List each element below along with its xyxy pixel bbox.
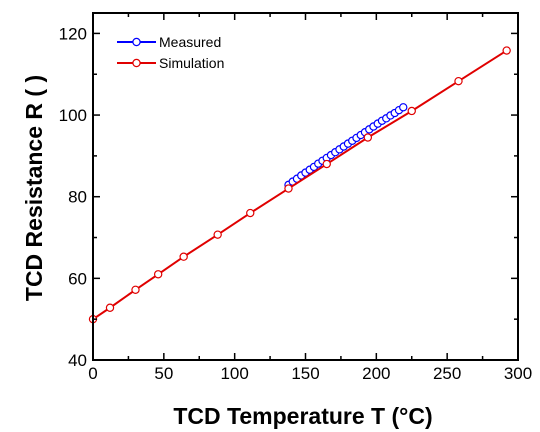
legend-marker bbox=[132, 58, 141, 68]
y-tick-label: 80 bbox=[68, 188, 87, 207]
data-point bbox=[213, 230, 222, 239]
data-point bbox=[246, 208, 255, 218]
legend: Measured Simulation bbox=[117, 34, 224, 71]
x-tick-label: 200 bbox=[362, 364, 390, 383]
y-tick-label: 100 bbox=[59, 106, 87, 125]
series-line bbox=[92, 49, 508, 321]
data-point bbox=[284, 184, 293, 193]
x-tick-label: 150 bbox=[291, 364, 319, 383]
data-point bbox=[399, 103, 408, 112]
legend-label: Simulation bbox=[159, 55, 224, 71]
x-tick-label: 250 bbox=[433, 364, 461, 383]
series-measured bbox=[284, 103, 408, 190]
plot-frame bbox=[92, 12, 519, 361]
y-tick-label: 40 bbox=[68, 351, 87, 370]
data-point bbox=[153, 270, 163, 279]
data-point bbox=[105, 303, 115, 312]
axis-ticks: 0 50 100 150 200 250 300 40 60 80 100 120 bbox=[59, 13, 532, 383]
data-point bbox=[322, 159, 331, 169]
data-point bbox=[363, 133, 373, 142]
data-point bbox=[502, 46, 511, 55]
data-point bbox=[407, 106, 416, 116]
data-point bbox=[454, 76, 463, 86]
x-tick-label: 100 bbox=[220, 364, 248, 383]
data-marks bbox=[88, 46, 511, 324]
y-tick-label: 60 bbox=[68, 269, 87, 288]
legend-marker bbox=[132, 37, 141, 47]
x-tick-label: 300 bbox=[504, 364, 532, 383]
data-point bbox=[131, 285, 140, 294]
y-axis-title: TCD Resistance R ( ) bbox=[21, 75, 47, 301]
series-simulation bbox=[88, 46, 511, 324]
x-axis-title: TCD Temperature T (°C) bbox=[173, 403, 432, 429]
y-tick-label: 120 bbox=[59, 24, 87, 43]
x-tick-label: 50 bbox=[154, 364, 173, 383]
data-point bbox=[179, 252, 188, 261]
x-tick-label: 0 bbox=[88, 364, 97, 383]
legend-label: Measured bbox=[159, 34, 221, 50]
